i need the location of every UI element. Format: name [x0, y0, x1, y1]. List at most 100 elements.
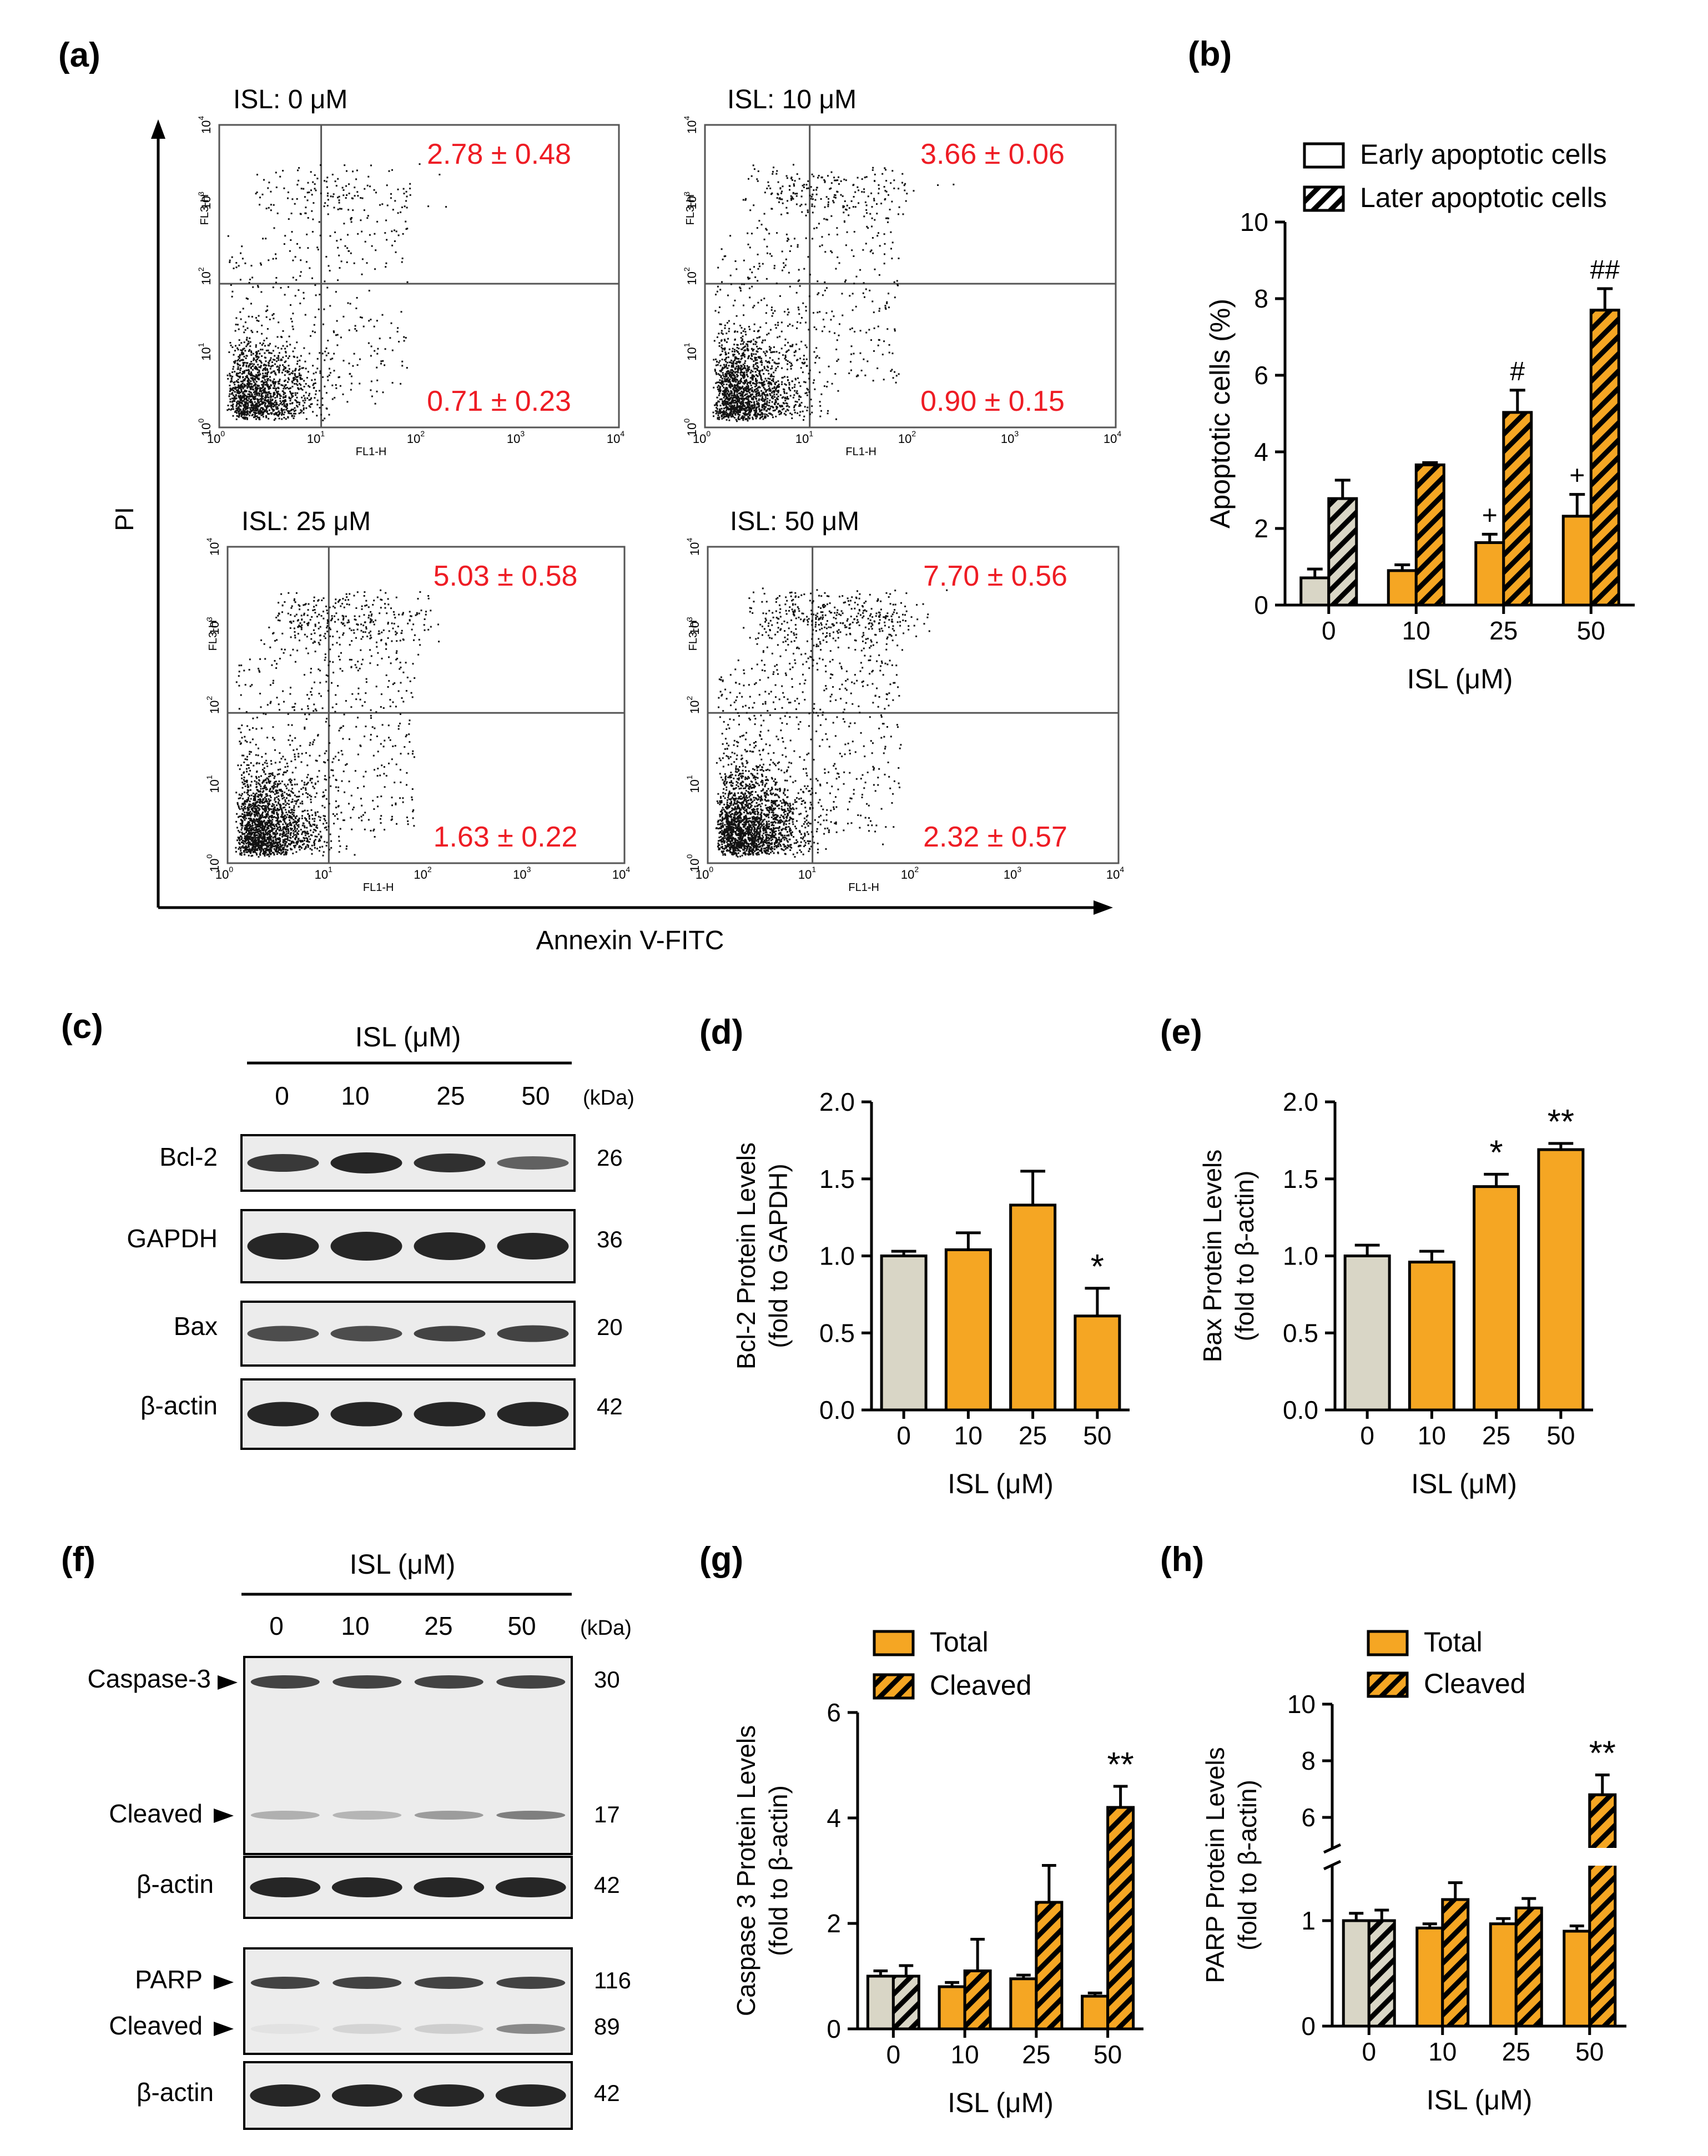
h-bar-total-50	[1563, 1930, 1591, 2028]
blot-f-actin-1-band-0	[250, 1877, 321, 1897]
d-y-axis-label-1: (fold to GAPDH)	[764, 1163, 793, 1348]
blot-c-bcl2	[240, 1134, 576, 1192]
blot-f-parp-band-3	[496, 1977, 566, 1989]
d-x-tick-label: 10	[954, 1421, 983, 1450]
g-legend-swatch-1	[873, 1673, 915, 1700]
blot-f-label-caspase3: Caspase-3	[88, 1664, 211, 1693]
h-bar-cleaved-50	[1588, 1793, 1617, 2028]
flow-y-tick-2: 102	[682, 267, 699, 285]
flow-x-tick-4: 104	[1106, 865, 1124, 881]
b-legend-swatch-1	[1303, 185, 1345, 212]
flow-x-label: FL1-H	[363, 881, 394, 894]
flow-y-label: FL3-H	[687, 620, 699, 651]
flow-y-tick-2: 102	[205, 696, 221, 714]
b-y-tick-label: 4	[1254, 437, 1268, 466]
h-bar-cleaved-25	[1514, 1906, 1543, 2028]
flow-plot-frame	[218, 124, 620, 429]
blot-f-dose-50: 50	[507, 1611, 536, 1640]
b-x-axis-label: ISL (μM)	[1407, 663, 1513, 694]
blot-c-bax-band-3	[497, 1325, 569, 1342]
flow-plot-title: ISL: 10 μM	[727, 85, 856, 114]
flow-lower-right-value: 1.63 ± 0.22	[434, 821, 578, 853]
g-y-tick-label: 4	[827, 1804, 841, 1832]
flow-plot-3: ISL: 50 μM7.70 ± 0.562.32 ± 0.5710010010…	[685, 507, 1124, 894]
b-x-tick-label: 25	[1489, 616, 1518, 645]
h-bar-total-10	[1415, 1926, 1444, 2028]
g-bar-cleaved-25	[1035, 1901, 1064, 2031]
g-legend-label-0: Total	[930, 1626, 989, 1658]
b-y-tick-label: 10	[1240, 208, 1268, 236]
blot-f-dose-0: 0	[269, 1611, 284, 1640]
g-y-axis-label-1: (fold to β-actin)	[764, 1785, 793, 1956]
flow-x-tick-3: 103	[1001, 429, 1019, 446]
b-bar-early-apoptotic-cells-25	[1474, 541, 1505, 607]
flow-x-tick-4: 104	[1104, 429, 1121, 446]
flow-plot-1: ISL: 10 μM3.66 ± 0.060.90 ± 0.1510010010…	[682, 85, 1121, 458]
flow-y-tick-0: 100	[685, 854, 702, 872]
h-axis-break-mark	[1323, 1860, 1342, 1871]
g-y-tick-label: 0	[827, 2014, 841, 2043]
flow-y-label: FL3-H	[207, 620, 219, 651]
flow-x-tick-1: 101	[798, 865, 816, 881]
flow-y-tick-1: 101	[197, 342, 213, 360]
blot-f-actin-2	[243, 2061, 573, 2130]
h-x-tick-label: 25	[1502, 2037, 1530, 2066]
g-x-axis-label: ISL (μM)	[948, 2087, 1054, 2118]
b-bar-later-apoptotic-cells-50	[1589, 309, 1620, 607]
blot-f-cleaved-casp-band-3	[496, 1811, 566, 1820]
blot-c-label-bax: Bax	[174, 1312, 218, 1341]
blot-f-kda-30: 30	[594, 1666, 620, 1692]
g-y-tick-label: 2	[827, 1909, 841, 1938]
flow-upper-right-value: 2.78 ± 0.48	[427, 138, 571, 170]
h-axis-break-mark	[1323, 1843, 1342, 1854]
e-y-tick-label: 0.5	[1283, 1318, 1318, 1347]
d-y-tick-label: 1.5	[819, 1165, 855, 1193]
flow-x-label: FL1-H	[356, 446, 387, 458]
flow-y-label: FL3-H	[684, 194, 697, 225]
h-x-tick-label: 10	[1428, 2037, 1457, 2066]
blot-c-dose-0: 0	[275, 1081, 289, 1110]
b-legend-label-1: Later apoptotic cells	[1360, 182, 1607, 213]
chart-e-bax: 0.0 0.5 1.0 1.5 2.0 0 10 25 * 50 ** ISL (μM) Bax Pro…	[1198, 1087, 1593, 1499]
blot-f-label-actin-1: β-actin	[137, 1870, 214, 1898]
blot-c-bax-band-1	[330, 1326, 402, 1342]
blot-f-kda-header: (kDa)	[580, 1616, 632, 1640]
chart-b-apoptotic-cells: 0 2 4 6 8 10 0 10 25 + #50 + ## ISL (μM) Apoptotic cel…	[1205, 139, 1635, 694]
d-y-axis-label-0: Bcl-2 Protein Levels	[732, 1142, 760, 1369]
b-bar-later-apoptotic-cells-10	[1414, 463, 1445, 607]
blot-f-caspase3-band-1	[332, 1675, 402, 1689]
h-bar-cleaved-0	[1367, 1919, 1396, 2028]
e-y-tick-label: 1.5	[1283, 1165, 1318, 1193]
blot-c-dose-50: 50	[521, 1081, 550, 1110]
g-x-tick-label: 0	[886, 2040, 901, 2069]
blot-f-header: ISL (μM)	[350, 1549, 456, 1580]
d-x-tick-label: 50	[1083, 1421, 1111, 1450]
g-y-tick-label: 6	[827, 1698, 841, 1727]
flow-lower-right-value: 0.71 ± 0.23	[427, 385, 571, 417]
blot-f-actin-2-band-0	[250, 2084, 321, 2107]
d-y-tick-label: 2.0	[819, 1087, 855, 1116]
flow-plot-0: ISL: 0 μM2.78 ± 0.480.71 ± 0.23100100101…	[197, 85, 624, 458]
d-significance-mark: *	[1091, 1248, 1104, 1286]
flow-x-tick-4: 104	[612, 865, 630, 881]
e-x-axis-label: ISL (μM)	[1411, 1468, 1517, 1499]
flow-x-axis-label: Annexin V-FITC	[536, 926, 724, 955]
blot-f-cleaved-casp-band-2	[414, 1811, 483, 1820]
g-x-tick-label: 10	[951, 2040, 979, 2069]
western-blot-f: ISL (μM) 0 10 25 50 (kDa) Caspase-3 Clea…	[88, 1549, 632, 2130]
blot-f-caspase3-band-0	[250, 1675, 320, 1689]
flow-y-arrowhead	[151, 119, 165, 139]
d-y-tick-label: 0.5	[819, 1318, 855, 1347]
e-y-axis-label-1: (fold to β-actin)	[1230, 1171, 1259, 1342]
flow-x-arrowhead	[1094, 900, 1113, 915]
e-x-tick-label: 10	[1418, 1421, 1446, 1450]
e-x-tick-label: 25	[1482, 1421, 1510, 1450]
blot-c-gapdh-band-1	[330, 1232, 402, 1261]
chart-d-bcl2: 0.0 0.5 1.0 1.5 2.0 0 10 25 50 * ISL (μM) Bcl-2 Pro…	[732, 1087, 1130, 1499]
b-bar-early-apoptotic-cells-50	[1561, 515, 1593, 607]
flow-plot-frame	[707, 546, 1120, 864]
b-y-axis-label: Apoptotic cells (%)	[1205, 299, 1236, 528]
blot-f-parp-frame	[243, 1947, 573, 2055]
h-bar-break-gap	[1586, 1848, 1619, 1866]
blot-c-actin	[240, 1378, 576, 1450]
